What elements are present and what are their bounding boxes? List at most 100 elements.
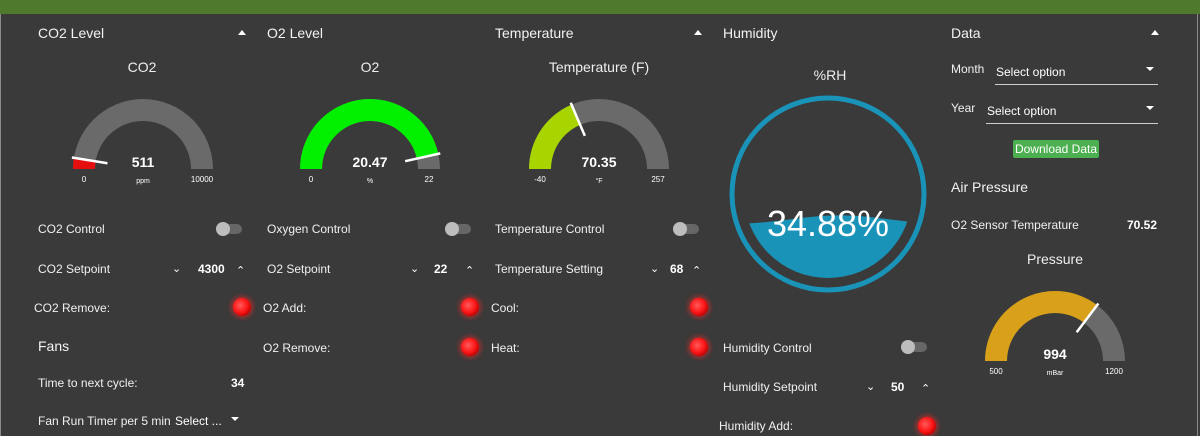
humidity-gauge-title: %RH	[813, 67, 847, 83]
o2-section-header: O2 Level	[267, 25, 324, 41]
o2-gauge-fill	[300, 99, 439, 169]
humidity-setpoint-increase-icon[interactable]: ⌃	[921, 383, 931, 395]
collapse-caret-icon[interactable]	[238, 30, 246, 35]
collapse-caret-icon[interactable]	[1151, 30, 1159, 35]
temp-gauge-unit: °F	[595, 177, 602, 185]
co2-remove-indicator	[233, 298, 251, 316]
temp-gauge-needle	[569, 102, 587, 137]
temp-gauge-max: 257	[651, 175, 665, 184]
o2-gauge-needle	[404, 152, 441, 163]
co2-gauge-max: 10000	[191, 175, 214, 184]
air-gauge-max: 1200	[1105, 367, 1123, 376]
fan-run-timer-select[interactable]: Select ...	[175, 410, 243, 432]
co2-gauge: 511 ppm 0 10000	[71, 99, 214, 185]
air-gauge-unit: mBar	[1047, 370, 1064, 377]
o2-setpoint-value: 22	[434, 262, 448, 276]
year-select-value: Select option	[987, 104, 1057, 118]
o2-gauge-min: 0	[309, 175, 314, 184]
co2-gauge-min: 0	[82, 175, 87, 184]
o2-remove-label: O2 Remove:	[263, 341, 331, 355]
o2-add-indicator	[461, 298, 479, 316]
air-gauge-needle	[1075, 302, 1100, 334]
o2-setpoint-label: O2 Setpoint	[267, 262, 331, 276]
heat-label: Heat:	[491, 341, 520, 355]
month-select-value: Select option	[996, 65, 1066, 79]
o2-gauge-unit: %	[367, 178, 373, 185]
year-select[interactable]: Select option	[986, 99, 1158, 124]
temp-gauge-fill	[529, 104, 581, 169]
co2-gauge-track	[73, 99, 213, 169]
co2-section-header: CO2 Level	[38, 25, 105, 41]
humidity-add-label: Humidity Add:	[719, 419, 794, 433]
humidity-value: 34.88%	[767, 203, 889, 244]
co2-gauge-title: CO2	[127, 59, 157, 75]
month-select[interactable]: Select option	[995, 60, 1158, 85]
temp-gauge-min: -40	[534, 175, 546, 184]
humidity-gauge-ring	[729, 95, 927, 293]
o2-sensor-temperature-value: 70.52	[1127, 218, 1158, 232]
o2-gauge-title: O2	[360, 59, 380, 75]
temp-gauge-value: 70.35	[581, 154, 616, 170]
co2-setpoint-label: CO2 Setpoint	[38, 262, 111, 276]
o2-sensor-temperature-label: O2 Sensor Temperature	[951, 218, 1079, 232]
temperature-gauge: 70.35 °F -40 257	[529, 99, 669, 185]
temperature-control-label: Temperature Control	[495, 222, 605, 236]
co2-gauge-unit: ppm	[136, 178, 150, 185]
fans-section-header: Fans	[38, 338, 70, 354]
o2-setpoint-decrease-icon[interactable]: ⌄	[410, 263, 420, 275]
co2-control-label: CO2 Control	[38, 222, 105, 236]
humidity-liquid-gauge: 34.88%	[729, 95, 927, 293]
o2-remove-indicator	[461, 338, 479, 356]
o2-setpoint-increase-icon[interactable]: ⌃	[465, 265, 475, 277]
cool-label: Cool:	[491, 301, 520, 315]
o2-gauge-value: 20.47	[352, 154, 387, 170]
air-gauge-fill	[985, 291, 1098, 361]
humidity-setpoint-value: 50	[891, 380, 905, 394]
download-data-button[interactable]: Download Data	[1013, 140, 1099, 158]
humidity-section-header: Humidity	[723, 25, 778, 41]
year-label: Year	[951, 101, 976, 115]
o2-gauge-max: 22	[425, 175, 434, 184]
co2-setpoint-increase-icon[interactable]: ⌃	[236, 265, 246, 277]
fan-run-timer-label: Fan Run Timer per 5 min	[38, 414, 171, 428]
month-label: Month	[951, 62, 985, 76]
air-gauge-min: 500	[989, 367, 1003, 376]
humidity-add-indicator	[918, 417, 936, 435]
temperature-setting-decrease-icon[interactable]: ⌄	[650, 263, 660, 275]
humidity-setpoint-label: Humidity Setpoint	[723, 380, 818, 394]
fan-run-timer-select-value: Select ...	[175, 414, 222, 428]
top-bar	[0, 0, 1200, 14]
dashboard-frame	[0, 14, 1198, 436]
pressure-gauge-title: Pressure	[1026, 251, 1084, 267]
oxygen-control-label: Oxygen Control	[267, 222, 351, 236]
o2-add-label: O2 Add:	[263, 301, 307, 315]
air-pressure-section-header: Air Pressure	[951, 179, 1029, 195]
dropdown-arrow-icon	[1146, 106, 1154, 110]
temperature-control-toggle[interactable]	[673, 222, 699, 236]
data-section-header: Data	[951, 25, 981, 41]
co2-setpoint-value: 4300	[198, 262, 225, 276]
temperature-gauge-title: Temperature (F)	[548, 59, 650, 75]
humidity-control-toggle[interactable]	[901, 340, 927, 354]
air-gauge-value: 994	[1043, 346, 1067, 362]
co2-remove-label: CO2 Remove:	[34, 301, 111, 315]
co2-setpoint-decrease-icon[interactable]: ⌄	[172, 263, 182, 275]
pressure-gauge: 994 mBar 500 1200	[985, 291, 1125, 377]
humidity-setpoint-decrease-icon[interactable]: ⌄	[866, 381, 876, 393]
collapse-caret-icon[interactable]	[694, 30, 702, 35]
heat-indicator	[690, 338, 708, 356]
temperature-setting-value: 68	[670, 262, 684, 276]
temperature-setting-label: Temperature Setting	[495, 262, 604, 276]
co2-control-toggle[interactable]	[216, 222, 242, 236]
fans-next-cycle-label: Time to next cycle:	[38, 376, 138, 390]
co2-gauge-needle	[71, 156, 108, 165]
humidity-control-label: Humidity Control	[723, 341, 812, 355]
co2-gauge-value: 511	[132, 154, 155, 170]
fans-next-cycle-value: 34	[231, 376, 245, 390]
oxygen-control-toggle[interactable]	[445, 222, 471, 236]
o2-gauge: 20.47% 0 22	[300, 99, 441, 185]
dropdown-arrow-icon	[231, 417, 239, 421]
cool-indicator	[690, 298, 708, 316]
temperature-setting-increase-icon[interactable]: ⌃	[692, 265, 702, 277]
dropdown-arrow-icon	[1146, 67, 1154, 71]
